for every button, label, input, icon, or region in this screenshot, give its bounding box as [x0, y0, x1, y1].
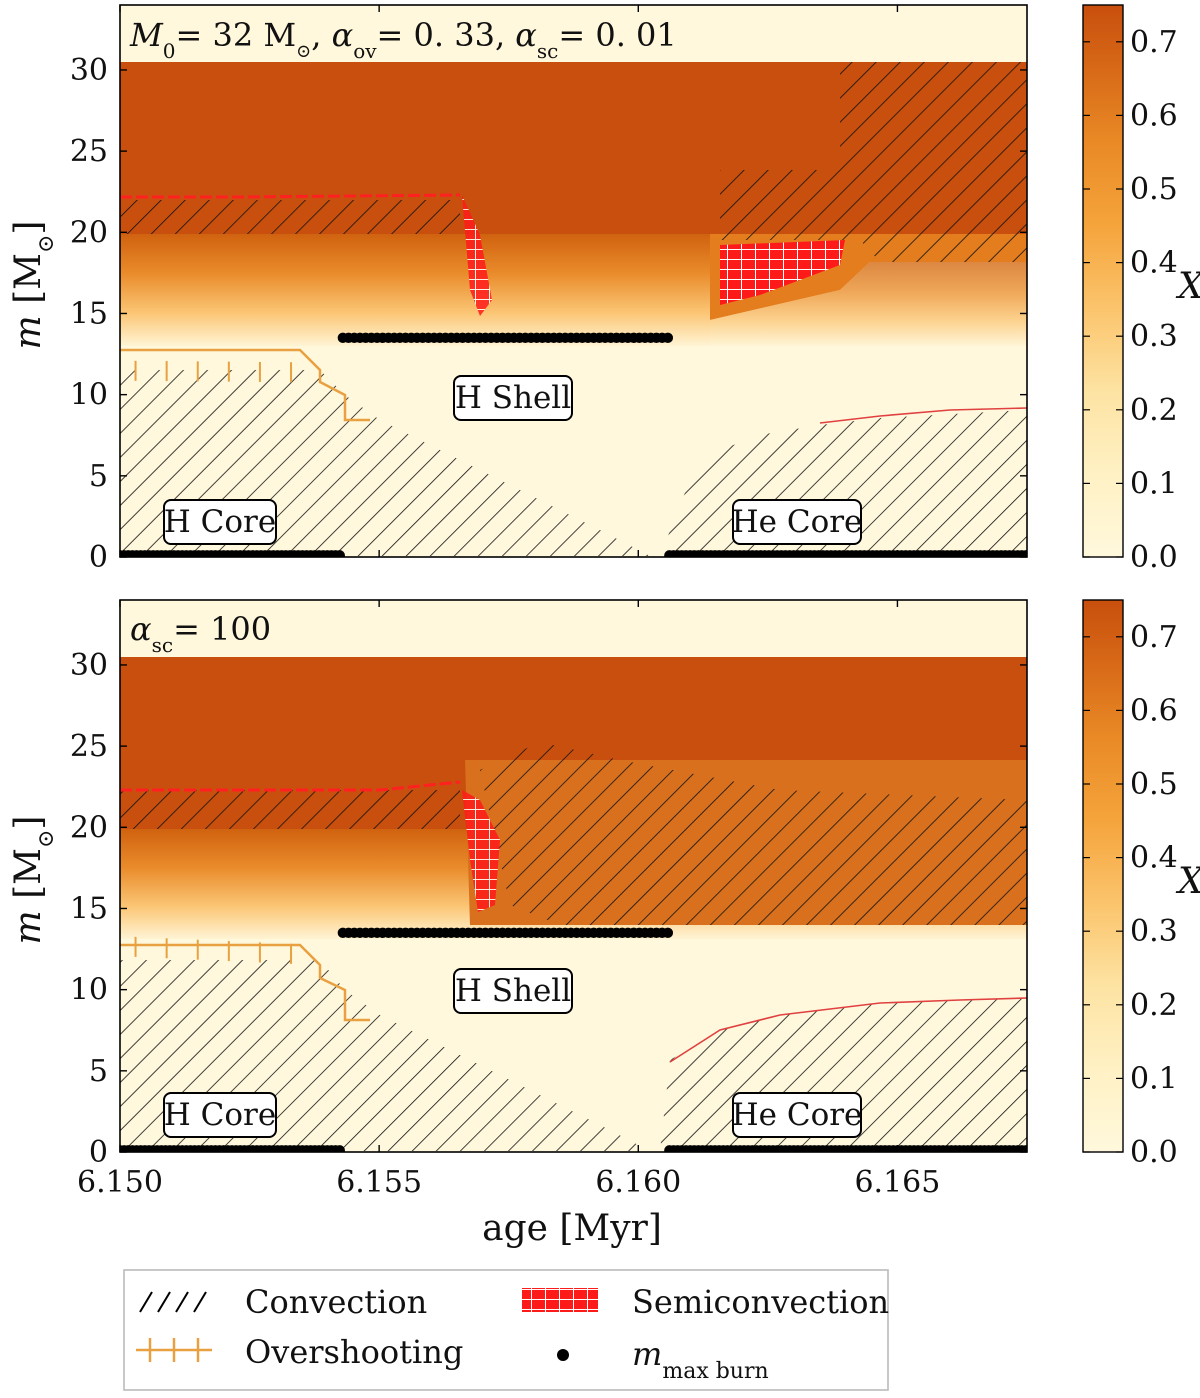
- legend-convection-swatch: [139, 1291, 207, 1313]
- top-y-axis: 0 5 10 15 20 25 30: [70, 5, 1027, 575]
- burn-marker: [334, 550, 345, 557]
- burn-marker: [662, 927, 674, 939]
- colorbar-tick-label: 0.7: [1130, 620, 1178, 655]
- bottom-semiconvection-line: [120, 780, 461, 792]
- legend-mmax-marker: [557, 1349, 569, 1361]
- burn-marker: [1020, 550, 1027, 557]
- colorbar-tick-label: 0.5: [1130, 767, 1178, 802]
- legend-overshooting-label: Overshooting: [245, 1333, 463, 1371]
- top-y-axis-label: m [M⊙]: [8, 221, 59, 350]
- bottom-y-axis-label: m [M⊙]: [8, 816, 59, 945]
- colorbar-tick-label: 0.0: [1130, 540, 1178, 575]
- top-semiconvection-shell: [720, 240, 845, 305]
- colorbar-tick-label: 0.6: [1130, 693, 1178, 728]
- top-conv-envelope-left: [120, 200, 460, 234]
- legend-semiconvection-swatch: [522, 1288, 598, 1312]
- bottom-y-axis: 0 5 10 15 20 25 30: [70, 600, 1027, 1170]
- legend-overshooting-swatch: [136, 1338, 212, 1362]
- top-panel-title: M0= 32 M⊙, αov= 0. 33, αsc= 0. 01: [129, 16, 677, 63]
- colorbar-tick-label: 0.7: [1130, 25, 1178, 60]
- bottom-colorbar: 0.0 0.1 0.2 0.3 0.4 0.5 0.6 0.7 X: [1082, 599, 1200, 1170]
- svg-text:H Shell: H Shell: [455, 380, 571, 416]
- top-annotation-h-shell: H Shell: [453, 375, 573, 421]
- svg-text:He Core: He Core: [732, 504, 863, 540]
- bottom-panel-title: αsc= 100: [130, 610, 271, 657]
- colorbar-tick-label: 0.4: [1130, 246, 1178, 281]
- bottom-conv-envelope-left: [120, 790, 460, 829]
- top-colorbar-label: X: [1175, 266, 1200, 307]
- y-tick-label: 30: [70, 53, 108, 88]
- colorbar-tick-label: 0.3: [1130, 319, 1178, 354]
- top-annotation-h-core: H Core: [163, 499, 277, 545]
- top-gradient-right2: [710, 262, 1027, 346]
- burn-marker: [662, 332, 674, 344]
- top-gradient-left: [120, 234, 710, 346]
- top-overshoot-line: [120, 348, 370, 422]
- y-tick-label: 30: [70, 648, 108, 683]
- colorbar-tick-label: 0.1: [1130, 1061, 1178, 1096]
- svg-text:H Shell: H Shell: [455, 973, 571, 1009]
- bottom-colorbar-label: X: [1175, 861, 1200, 902]
- colorbar-tick-label: 0.1: [1130, 466, 1178, 501]
- y-tick-label: 20: [70, 215, 108, 250]
- bottom-overshoot-line: [120, 943, 370, 1022]
- top-colorbar: 0.0 0.1 0.2 0.3 0.4 0.5 0.6 0.7 X: [1082, 4, 1200, 575]
- burn-marker: [334, 1145, 345, 1152]
- x-tick-label: 6.165: [854, 1165, 940, 1200]
- y-tick-label: 15: [70, 891, 108, 926]
- colorbar-tick-label: 0.2: [1130, 393, 1178, 428]
- y-tick-label: 10: [70, 973, 108, 1008]
- y-tick-label: 10: [70, 378, 108, 413]
- y-tick-label: 5: [89, 1054, 108, 1089]
- y-tick-label: 25: [70, 134, 108, 169]
- top-overshoot-ticks: [134, 360, 293, 383]
- bottom-conv-envelope-right: [480, 742, 1027, 925]
- svg-text:H Core: H Core: [164, 504, 276, 540]
- y-tick-label: 20: [70, 810, 108, 845]
- colorbar-tick-label: 0.3: [1130, 914, 1178, 949]
- bottom-annotation-he-core: He Core: [732, 1092, 863, 1138]
- y-tick-label: 0: [89, 540, 108, 575]
- top-panel: [120, 5, 1027, 557]
- bottom-burn-markers: [120, 927, 1027, 1152]
- y-tick-label: 15: [70, 296, 108, 331]
- bottom-annotation-h-shell: H Shell: [453, 968, 573, 1014]
- legend-convection-label: Convection: [245, 1283, 427, 1321]
- y-tick-label: 0: [89, 1135, 108, 1170]
- legend: Convection Semiconvection Overshooting m…: [123, 1269, 889, 1391]
- top-burn-markers: [120, 332, 1027, 557]
- burn-marker: [1020, 1145, 1027, 1152]
- bottom-annotation-h-core: H Core: [163, 1092, 277, 1138]
- svg-text:He Core: He Core: [732, 1097, 863, 1133]
- top-semiconvection-dip: [462, 195, 492, 316]
- colorbar-tick-label: 0.4: [1130, 841, 1178, 876]
- x-tick-label: 6.160: [595, 1165, 681, 1200]
- colorbar-tick-label: 0.0: [1130, 1135, 1178, 1170]
- colorbar-tick-label: 0.5: [1130, 172, 1178, 207]
- colorbar-tick-label: 0.6: [1130, 98, 1178, 133]
- bottom-he-core-boundary: [669, 997, 1027, 1063]
- y-tick-label: 25: [70, 729, 108, 764]
- bottom-x-axis: 6.150 6.155 6.160 6.165: [77, 1165, 940, 1200]
- legend-mmax-label: mmax burn: [632, 1335, 769, 1384]
- legend-box: [123, 1269, 889, 1391]
- x-tick-label: 6.150: [77, 1165, 163, 1200]
- bottom-overshoot-ticks: [134, 936, 293, 964]
- y-tick-label: 5: [89, 459, 108, 494]
- top-he-core-boundary: [819, 407, 1027, 424]
- svg-text:H Core: H Core: [164, 1097, 276, 1133]
- top-frame: [119, 4, 1028, 558]
- bottom-frame: [119, 599, 1028, 1153]
- bottom-panel: [120, 600, 1027, 1152]
- legend-semiconvection-label: Semiconvection: [632, 1283, 889, 1321]
- bottom-semiconvection-dip: [462, 790, 500, 912]
- top-conv-envelope-right: [720, 62, 1027, 262]
- colorbar-tick-label: 0.2: [1130, 988, 1178, 1023]
- top-annotation-he-core: He Core: [732, 499, 863, 545]
- x-tick-label: 6.155: [336, 1165, 422, 1200]
- top-semiconvection-line: [120, 193, 461, 199]
- x-axis-label: age [Myr]: [482, 1208, 662, 1249]
